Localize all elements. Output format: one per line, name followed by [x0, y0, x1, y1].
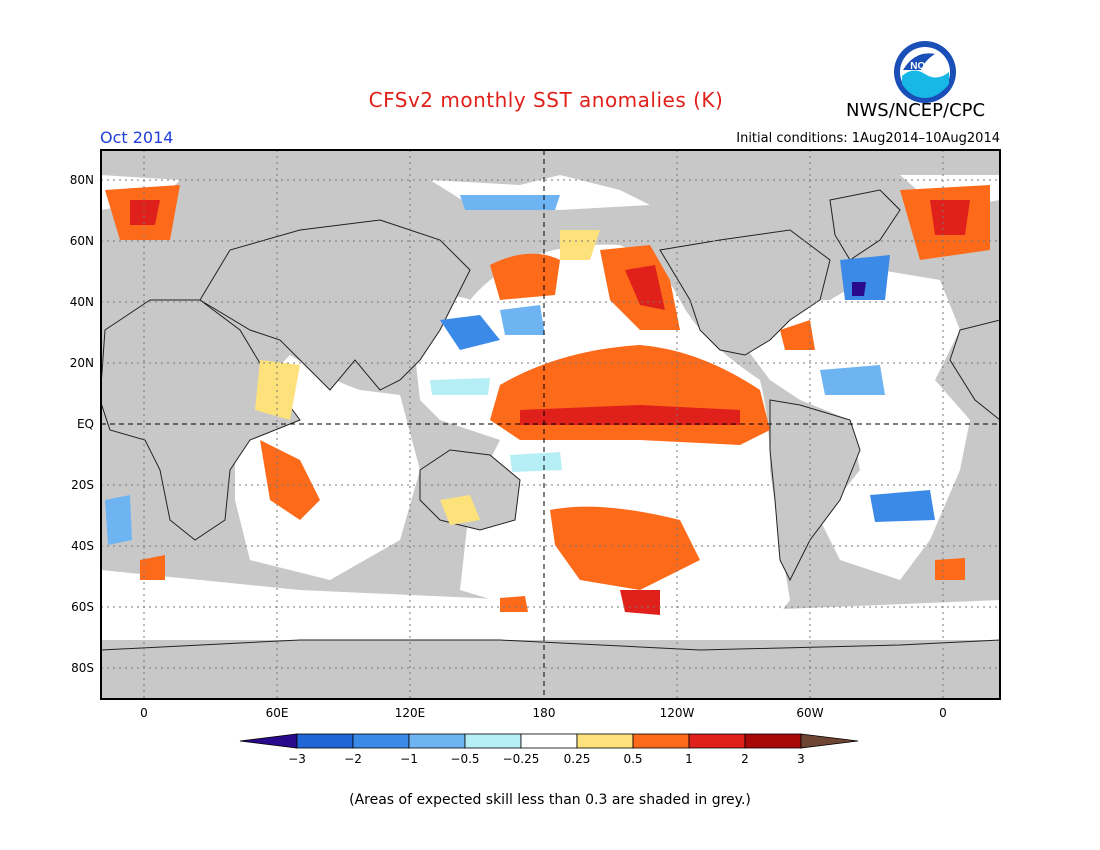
- lat-label: EQ: [76, 417, 94, 431]
- initial-conditions-label: Initial conditions: 1Aug2014–10Aug2014: [736, 131, 1000, 146]
- colorbar-segment: [576, 733, 634, 749]
- colorbar-segment: [520, 733, 578, 749]
- lon-label: 120E: [394, 706, 426, 720]
- colorbar-segment: [744, 733, 802, 749]
- map-title: CFSv2 monthly SST anomalies (K): [368, 88, 724, 112]
- lat-label: 80S: [71, 661, 94, 675]
- colorbar-tick-label: −0.25: [502, 752, 540, 766]
- colorbar-segment: [408, 733, 466, 749]
- warm-anomalies: [105, 185, 990, 615]
- colorbar-segment: [296, 733, 354, 749]
- continents: [101, 189, 1000, 699]
- colorbar-tick-label: −2: [344, 752, 362, 766]
- lat-label: 40N: [69, 295, 94, 309]
- colorbar-segment: [688, 733, 746, 749]
- lat-label: 60N: [69, 234, 94, 248]
- colorbar-segment: [352, 733, 410, 749]
- colorbar-segment: [464, 733, 522, 749]
- cool-anomalies: [105, 195, 935, 545]
- colorbar-tick-label: −1: [400, 752, 418, 766]
- valid-month-label: Oct 2014: [100, 128, 174, 147]
- grid-lines: [101, 150, 1000, 699]
- colorbar-tick-label: 0.5: [623, 752, 643, 766]
- colorbar-tick-label: 3: [797, 752, 805, 766]
- lat-label: 40S: [71, 539, 94, 553]
- colorbar-tick-label: −0.5: [450, 752, 480, 766]
- colorbar-segment: [632, 733, 690, 749]
- map-frame: [100, 149, 1001, 700]
- colorbar-tick-label: 2: [741, 752, 749, 766]
- colorbar-max-triangle: [800, 733, 859, 749]
- svg-text:NOAA: NOAA: [910, 61, 939, 72]
- lat-label: 20S: [71, 478, 94, 492]
- organization-label: NWS/NCEP/CPC: [846, 100, 986, 121]
- lon-label: 60W: [796, 706, 824, 720]
- colorbar-min-triangle: [239, 733, 298, 749]
- lon-label: 0: [140, 706, 148, 720]
- lon-label: 120W: [659, 706, 695, 720]
- colorbar-tick-label: −3: [288, 752, 306, 766]
- lat-label: 60S: [71, 600, 94, 614]
- footnote: (Areas of expected skill less than 0.3 a…: [349, 792, 751, 808]
- noaa-logo: NOAA: [894, 41, 956, 103]
- colorbar-tick-label: 1: [685, 752, 693, 766]
- lon-label: 180: [532, 706, 556, 720]
- colorbar-tick-label: 0.25: [563, 752, 591, 766]
- lat-label: 80N: [69, 173, 94, 187]
- lat-label: 20N: [69, 356, 94, 370]
- lon-label: 60E: [265, 706, 289, 720]
- lon-label: 0: [939, 706, 947, 720]
- equator-dateline: [101, 150, 1000, 699]
